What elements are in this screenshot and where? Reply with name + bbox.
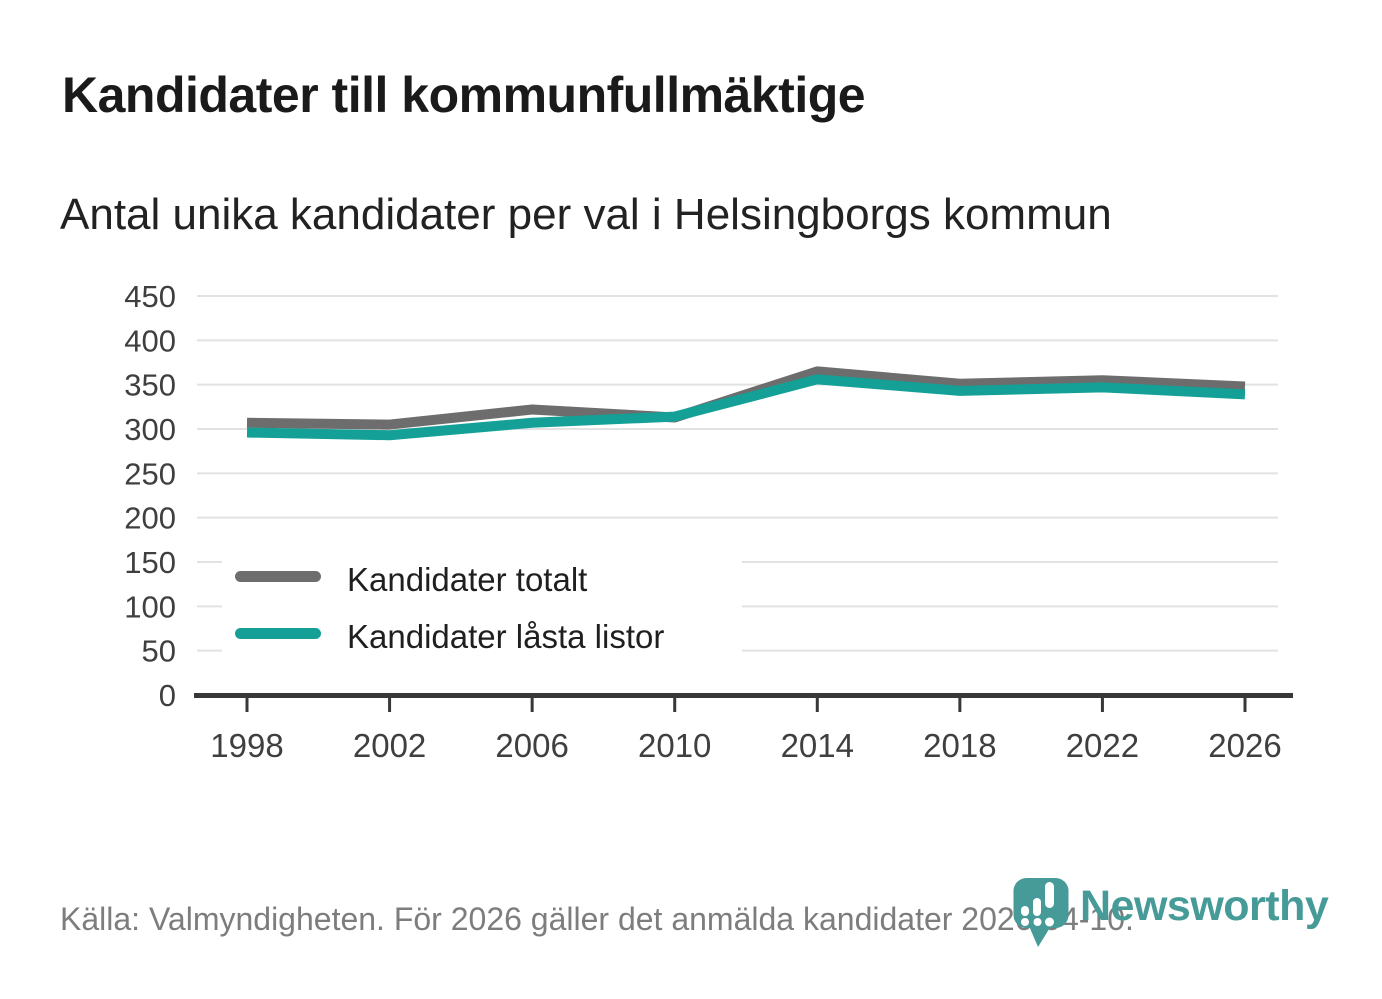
y-tick-label: 250 xyxy=(124,456,176,491)
legend-background xyxy=(222,546,742,668)
y-tick-label: 350 xyxy=(124,368,176,403)
newsworthy-logo: Newsworthy xyxy=(1012,876,1329,950)
chart-subtitle: Antal unika kandidater per val i Helsing… xyxy=(60,190,1112,239)
y-tick-label: 0 xyxy=(159,678,176,713)
legend-label-kandidater-totalt: Kandidater totalt xyxy=(347,561,587,598)
legend: Kandidater totalt Kandidater låsta listor xyxy=(222,546,742,668)
chart-title: Kandidater till kommunfullmäktige xyxy=(62,67,866,123)
legend-swatch-kandidater-l-sta-listor xyxy=(235,628,321,639)
legend-swatch-kandidater-totalt xyxy=(235,571,321,582)
source-note: Källa: Valmyndigheten. För 2026 gäller d… xyxy=(60,901,1134,937)
y-tick-label: 150 xyxy=(124,545,176,580)
legend-label-kandidater-l-sta-listor: Kandidater låsta listor xyxy=(347,618,664,655)
series-line-kandidater-l-sta-listor xyxy=(246,374,1246,441)
y-tick-label: 200 xyxy=(124,501,176,536)
x-axis: 1998 2002 2006 2010 2014 2018 2022 2026 xyxy=(194,693,1293,764)
y-axis-labels: 0 50 100 150 200 250 300 350 400 450 xyxy=(124,279,176,713)
y-tick-label: 50 xyxy=(142,634,176,669)
y-tick-label: 450 xyxy=(124,279,176,314)
x-tick-label: 2022 xyxy=(1066,727,1139,764)
newsworthy-logo-icon xyxy=(1013,878,1069,947)
y-tick-label: 400 xyxy=(124,323,176,358)
y-tick-label: 100 xyxy=(124,589,176,624)
series-lines xyxy=(246,366,1246,441)
newsworthy-wordmark: Newsworthy xyxy=(1080,882,1329,930)
x-tick-label: 2010 xyxy=(638,727,711,764)
x-tick-label: 2026 xyxy=(1208,727,1281,764)
x-tick-label: 2002 xyxy=(353,727,426,764)
y-tick-label: 300 xyxy=(124,412,176,447)
x-tick-label: 1998 xyxy=(210,727,283,764)
x-tick-label: 2006 xyxy=(495,727,568,764)
x-tick-label: 2014 xyxy=(781,727,854,764)
x-tick-label: 2018 xyxy=(923,727,996,764)
